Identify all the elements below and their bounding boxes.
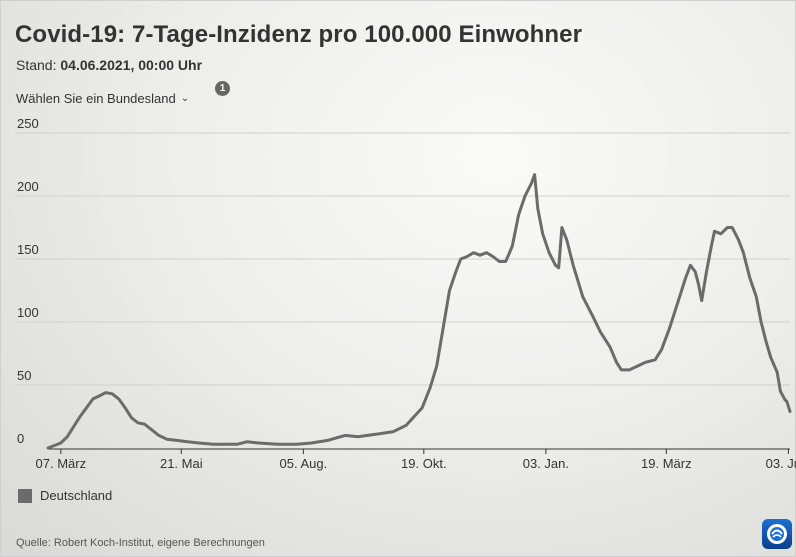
y-tick-label: 100 xyxy=(17,305,39,320)
x-tick-label: 03. Jan. xyxy=(523,456,569,471)
bundesland-selector-label: Wählen Sie ein Bundesland xyxy=(16,91,176,106)
x-axis-ticks: 07. März 21. Mai 05. Aug. 19. Okt. 03. Jan. 1… xyxy=(36,449,796,471)
legend-swatch xyxy=(18,488,32,503)
series-line-deutschland xyxy=(46,173,792,450)
gridlines xyxy=(15,132,790,386)
tagesschau-logo xyxy=(762,519,792,549)
x-tick-label: 21. Mai xyxy=(160,456,203,471)
series-group xyxy=(46,173,792,450)
x-tick-label: 19. März xyxy=(641,456,692,471)
chart-title: Covid-19: 7-Tage-Inzidenz pro 100.000 Ei… xyxy=(15,21,583,48)
chevron-down-icon: ⌄ xyxy=(180,93,190,104)
source-note: Quelle: Robert Koch-Institut, eigene Ber… xyxy=(16,537,265,549)
legend-label: Deutschland xyxy=(40,488,113,503)
bundesland-selector[interactable]: Wählen Sie ein Bundesland ⌄ xyxy=(16,91,189,106)
x-tick-label: 05. Aug. xyxy=(280,456,328,471)
info-badge[interactable]: 1 xyxy=(215,81,230,96)
stand-label: Stand: xyxy=(16,57,61,73)
legend: Deutschland xyxy=(18,488,112,503)
x-tick-label: 07. März xyxy=(36,456,87,471)
logo-icon xyxy=(767,524,787,544)
data-timestamp: Stand: 04.06.2021, 00:00 Uhr xyxy=(16,57,202,73)
line-chart: 0 50 100 150 200 250 07. März 21. Mai 05. Aug. 1… xyxy=(15,116,796,471)
y-tick-label: 50 xyxy=(17,368,31,383)
stand-value: 04.06.2021, 00:00 Uhr xyxy=(60,57,203,73)
y-tick-label: 0 xyxy=(17,431,24,446)
y-tick-label: 200 xyxy=(17,179,39,194)
x-tick-label: 19. Okt. xyxy=(401,456,447,471)
y-tick-label: 250 xyxy=(17,116,39,131)
x-tick-label: 03. Juni xyxy=(766,456,796,471)
y-axis-ticks: 0 50 100 150 200 250 xyxy=(17,116,39,446)
y-tick-label: 150 xyxy=(17,242,39,257)
